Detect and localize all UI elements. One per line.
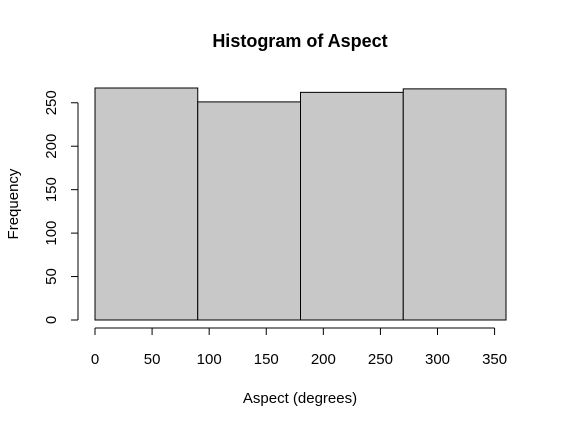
x-tick-label: 350 [482,351,507,368]
bars-layer [94,87,507,321]
y-tick-label: 0 [43,316,60,324]
y-axis: 0 50 100 150 200 250 [43,90,79,324]
x-tick-label: 100 [197,351,222,368]
y-tick-label: 150 [43,177,60,202]
x-axis-label: Aspect (degrees) [243,390,357,407]
histogram-bar-2 [300,91,404,321]
y-tick-label: 100 [43,221,60,246]
x-axis: 0 50 100 150 200 250 300 350 [91,327,507,368]
histogram-bar-3 [402,88,507,321]
x-tick-label: 300 [425,351,450,368]
y-axis-label: Frequency [5,168,22,239]
y-tick-label: 50 [43,268,60,285]
x-tick-label: 150 [254,351,279,368]
chart-title: Histogram of Aspect [212,31,387,51]
x-tick-label: 50 [144,351,161,368]
histogram-bar-0 [94,87,199,321]
y-tick-label: 200 [43,134,60,159]
x-tick-label: 0 [91,351,99,368]
x-tick-label: 200 [311,351,336,368]
y-tick-label: 250 [43,90,60,115]
histogram-bar-1 [197,101,301,321]
x-tick-label: 250 [368,351,393,368]
